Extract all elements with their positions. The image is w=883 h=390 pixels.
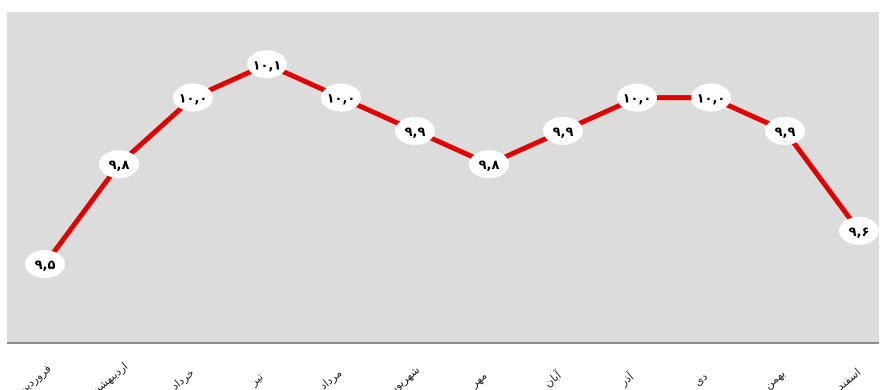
data-label-background (321, 83, 361, 112)
data-point: ۱۰,۰ (173, 83, 213, 112)
data-label: ۹,۸ (479, 158, 500, 173)
data-label-background (25, 250, 65, 279)
x-tick-label: بهمن (762, 367, 788, 390)
data-label: ۱۰,۰ (179, 92, 208, 107)
data-point: ۹,۶ (839, 216, 879, 245)
x-tick-label: آذر (616, 369, 637, 390)
data-point: ۱۰,۰ (321, 83, 361, 112)
data-label: ۱۰,۰ (697, 92, 726, 107)
data-label: ۹,۹ (553, 125, 574, 140)
data-point: ۱۰,۱ (247, 50, 287, 79)
x-tick-label: خرداد (169, 366, 197, 390)
x-tick-label: مهر (467, 369, 489, 390)
x-tick-layer: فروردین اردیبهشت خرداد تیر مرداد شهریور مهر آبا… (16, 360, 863, 390)
x-tick-label: فروردین (16, 362, 54, 390)
data-label-background (543, 116, 583, 145)
x-tick-label: آبان (541, 367, 564, 390)
x-tick-label: اسفند (834, 366, 863, 390)
data-label-background (469, 150, 509, 179)
x-tick-label: تیر (247, 370, 266, 389)
data-point: ۹,۸ (99, 150, 139, 179)
data-point: ۱۰,۰ (617, 83, 657, 112)
data-label-background (691, 83, 731, 112)
data-point: ۱۰,۰ (691, 83, 731, 112)
data-label: ۹,۸ (109, 158, 130, 173)
data-label: ۹,۹ (775, 125, 796, 140)
data-label-layer: ۹,۵ ۹,۸ ۱۰,۰ ۱۰,۱ ۱۰,۰ ۹,۹ ۹,۸ ۹,۹ ۱۰,۰ ۱۰,۰ ۹,۹ ۹,… (25, 50, 879, 279)
data-label-background (765, 116, 805, 145)
data-label-background (395, 116, 435, 145)
data-point: ۹,۹ (395, 116, 435, 145)
data-label: ۱۰,۱ (253, 58, 282, 73)
data-label: ۹,۹ (405, 125, 426, 140)
data-label-background (617, 83, 657, 112)
data-label: ۱۰,۰ (623, 92, 652, 107)
x-tick-label: اردیبهشت (87, 360, 130, 390)
data-point: ۹,۹ (765, 116, 805, 145)
data-point: ۹,۵ (25, 250, 65, 279)
x-tick-label: شهریور (387, 363, 422, 390)
data-label-background (99, 150, 139, 179)
data-label: ۹,۵ (35, 258, 56, 273)
x-tick-label: دی (691, 370, 710, 389)
data-label-background (247, 50, 287, 79)
data-label: ۹,۶ (849, 225, 870, 240)
x-tick-label: مرداد (317, 366, 344, 390)
data-point: ۹,۸ (469, 150, 509, 179)
data-label: ۱۰,۰ (327, 92, 356, 107)
data-label-background (173, 83, 213, 112)
data-label-background (839, 216, 879, 245)
plot-area (7, 12, 879, 342)
data-point: ۹,۹ (543, 116, 583, 145)
